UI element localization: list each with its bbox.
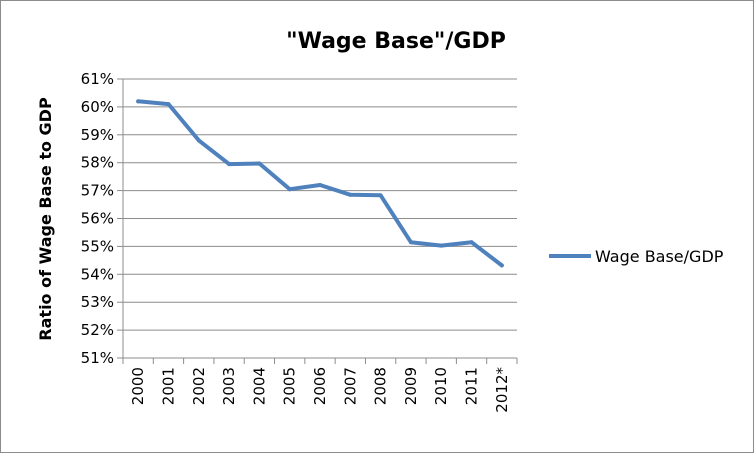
x-tick-label: 2008 bbox=[372, 367, 390, 405]
y-tick-label: 60% bbox=[81, 98, 114, 116]
data-point bbox=[136, 99, 141, 104]
data-point bbox=[318, 183, 322, 188]
data-point bbox=[166, 102, 171, 107]
x-tick-label: 2012* bbox=[493, 367, 511, 413]
x-tick-label: 2002 bbox=[190, 367, 208, 405]
data-point bbox=[257, 161, 262, 166]
y-tick-label: 56% bbox=[81, 210, 114, 228]
data-point bbox=[378, 193, 383, 198]
x-tick-label: 2005 bbox=[281, 367, 299, 405]
y-tick-label: 61% bbox=[81, 70, 114, 88]
y-axis-ticks: 51% 52% 53% 54% 55% 56% 57% 58% 59% 60% 61% bbox=[81, 70, 123, 367]
y-tick-label: 52% bbox=[81, 321, 114, 339]
legend: Wage Base/GDP bbox=[549, 247, 724, 266]
y-tick-label: 54% bbox=[81, 265, 114, 283]
y-axis-label: Ratio of Wage Base to GDP bbox=[36, 97, 55, 341]
y-tick-label: 53% bbox=[81, 293, 114, 311]
chart-title: "Wage Base"/GDP bbox=[286, 29, 506, 54]
x-tick-label: 2009 bbox=[402, 367, 420, 405]
data-point bbox=[499, 263, 504, 268]
y-tick-label: 55% bbox=[81, 237, 114, 255]
y-tick-label: 57% bbox=[81, 182, 114, 200]
data-point bbox=[408, 240, 413, 245]
x-tick-label: 2010 bbox=[432, 367, 450, 405]
x-tick-label: 2011 bbox=[463, 367, 481, 405]
series-lines bbox=[136, 99, 504, 268]
x-tick-label: 2007 bbox=[341, 367, 359, 405]
gridlines bbox=[123, 78, 517, 359]
x-tick-label: 2001 bbox=[159, 367, 177, 405]
data-point bbox=[469, 240, 474, 245]
x-tick-label: 2003 bbox=[220, 367, 238, 405]
legend-label: Wage Base/GDP bbox=[595, 247, 724, 266]
data-point bbox=[196, 138, 201, 143]
y-tick-label: 58% bbox=[81, 154, 114, 172]
x-axis-ticks: 2000 2001 2002 2003 2004 2005 2006 2007 2008 2009… bbox=[122, 358, 518, 413]
data-point bbox=[287, 187, 292, 192]
data-point bbox=[348, 192, 353, 197]
data-point bbox=[439, 243, 444, 248]
y-tick-label: 59% bbox=[81, 126, 114, 144]
y-tick-label: 51% bbox=[81, 349, 114, 367]
x-tick-label: 2004 bbox=[250, 367, 268, 405]
x-tick-label: 2000 bbox=[129, 367, 147, 405]
x-tick-label: 2006 bbox=[311, 367, 329, 405]
data-point bbox=[227, 162, 232, 167]
